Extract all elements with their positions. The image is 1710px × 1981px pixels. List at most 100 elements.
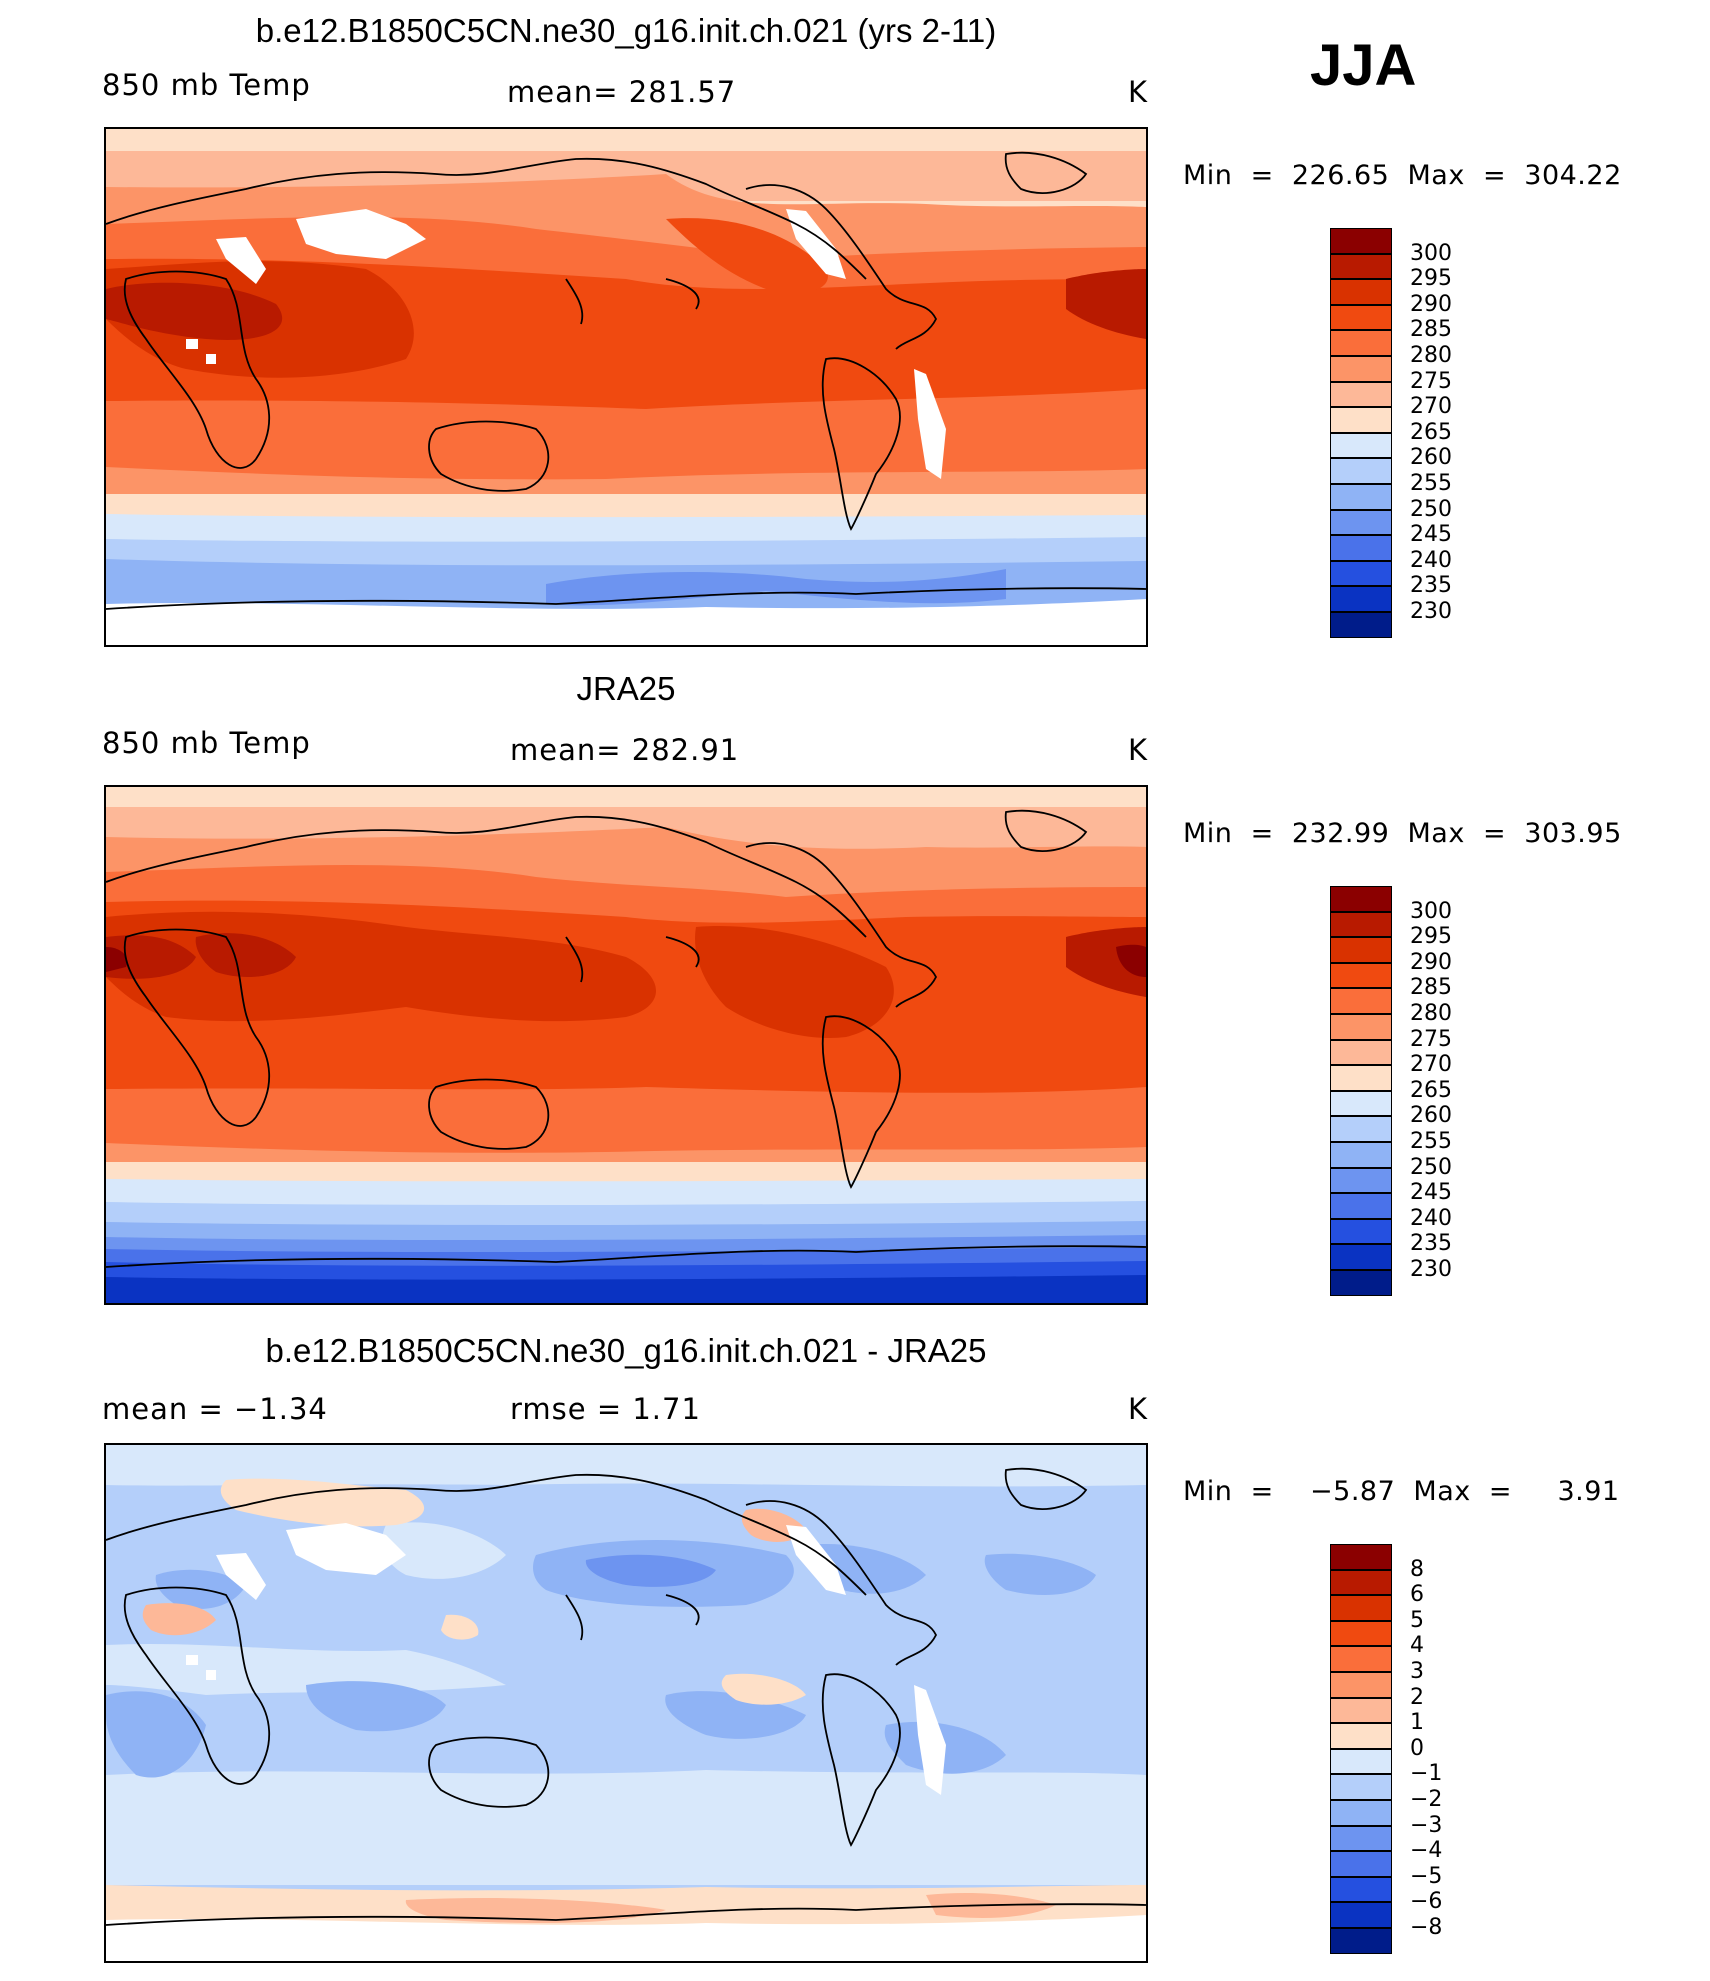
panel-2-colorbar-tick-label: 230 — [1410, 1257, 1452, 1282]
panel-2-variable-label: 850 mb Temp — [102, 726, 311, 760]
panel-3-coastlines — [106, 1467, 1146, 1926]
panel-1-colorbar-tick-label: 290 — [1410, 291, 1452, 317]
panel-2-colorbar-swatch — [1330, 886, 1392, 912]
panel-2-colorbar-tick-label: 300 — [1410, 898, 1452, 924]
panel-2-colorbar-tick-label: 255 — [1410, 1129, 1452, 1154]
panel-3-colorbar-tick-label: −3 — [1410, 1812, 1443, 1838]
panel-2-colorbar-swatch — [1330, 1116, 1392, 1142]
panel-3-missing-data — [186, 1523, 946, 1795]
panel-2-colorbar-swatch — [1330, 1167, 1392, 1194]
panel-1-colorbar-tick-label: 245 — [1410, 522, 1452, 548]
panel-3-colorbar-tick-label: 1 — [1410, 1710, 1424, 1736]
panel-2-colorbar-tick-label: 275 — [1410, 1026, 1452, 1052]
panel-3-colorbar-swatch — [1330, 1748, 1392, 1775]
panel-3-colorbar-swatch — [1330, 1595, 1392, 1621]
panel-3-colorbar-swatch — [1330, 1851, 1392, 1877]
panel-2-colorbar-swatch — [1330, 1090, 1392, 1117]
panel-2-colorbar-swatch — [1330, 962, 1392, 989]
panel-2-colorbar-tick-label: 260 — [1410, 1103, 1452, 1129]
panel-1-colorbar-swatch — [1330, 356, 1392, 382]
panel-2-colorbar-tick-label: 240 — [1410, 1205, 1452, 1231]
panel-1-colorbar-swatch — [1330, 304, 1392, 331]
panel-3-colorbar-swatch — [1330, 1620, 1392, 1647]
panel-1-colorbar-swatch — [1330, 612, 1392, 638]
panel-2-colorbar-swatch — [1330, 1193, 1392, 1219]
panel-3-rmse-label: rmse = 1.71 — [510, 1392, 701, 1426]
panel-3-colorbar-tick-label: 0 — [1410, 1735, 1424, 1761]
panel-2-colorbar-tick-label: 285 — [1410, 975, 1452, 1001]
panel-2-coastlines — [106, 809, 1146, 1268]
panel-1-colorbar-tick-label: 265 — [1410, 419, 1452, 445]
panel-3-colorbar-swatch — [1330, 1723, 1392, 1749]
panel-2-colorbar-swatch — [1330, 1270, 1392, 1296]
panel-3-colorbar-tick-label: 6 — [1410, 1582, 1424, 1608]
panel-2-colorbar-swatch — [1330, 1065, 1392, 1091]
panel-2-mean-label: mean= 282.91 — [510, 733, 740, 767]
panel-3-colorbar-tick-label: 4 — [1410, 1633, 1424, 1659]
panel-2-colorbar-swatch — [1330, 1014, 1392, 1040]
panel-3-colorbar-tick-label: 3 — [1410, 1659, 1424, 1684]
panel-1-colorbar-swatch — [1330, 509, 1392, 536]
panel-1-colorbar-tick-label: 235 — [1410, 573, 1452, 599]
panel-1-colorbar-swatch — [1330, 330, 1392, 356]
panel-3-colorbar-tick-label: −6 — [1410, 1889, 1443, 1915]
panel-1-colorbar-swatch — [1330, 586, 1392, 612]
panel-3-colorbar-tick-label: −5 — [1410, 1863, 1443, 1889]
panel-3-colorbar-tick-label: −2 — [1410, 1787, 1443, 1812]
panel-2-colorbar: 300 295 290 285 280 275 270 265 260 255 250 245 240 2… — [1330, 886, 1452, 1296]
panel-2-colorbar-swatch — [1330, 1142, 1392, 1168]
panel-2-colorbar-swatch — [1330, 1244, 1392, 1270]
panel-1-colorbar-swatch — [1330, 484, 1392, 510]
panel-1-variable-label: 850 mb Temp — [102, 68, 311, 102]
panel-2-min-max: Min = 232.99 Max = 303.95 — [1183, 818, 1622, 849]
panel-1-min-max: Min = 226.65 Max = 304.22 — [1183, 160, 1622, 191]
panel-1-colorbar-swatch — [1330, 253, 1392, 280]
panel-1-colorbar-swatch — [1330, 458, 1392, 484]
panel-2-units: K — [1128, 733, 1149, 767]
panel-3-colorbar-swatch — [1330, 1544, 1392, 1570]
panel-2-colorbar-swatch — [1330, 911, 1392, 938]
panel-3-colorbar-swatch — [1330, 1876, 1392, 1903]
panel-1-colorbar-tick-label: 240 — [1410, 547, 1452, 573]
panel-2-colorbar-swatch — [1330, 988, 1392, 1014]
panel-1-colorbar-tick-label: 270 — [1410, 394, 1452, 420]
panel-3-title: b.e12.B1850C5CN.ne30_g16.init.ch.021 - J… — [265, 1332, 987, 1369]
panel-3-colorbar-swatch — [1330, 1902, 1392, 1928]
panel-3-colorbar-swatch — [1330, 1672, 1392, 1698]
panel-3-colorbar-swatch — [1330, 1825, 1392, 1852]
panel-1-colorbar-swatch — [1330, 535, 1392, 561]
panel-2-colorbar-tick-label: 295 — [1410, 924, 1452, 950]
panel-2-colorbar-tick-label: 265 — [1410, 1077, 1452, 1103]
panel-1-units: K — [1128, 75, 1149, 109]
panel-3-mean-label: mean = −1.34 — [102, 1392, 328, 1426]
panel-1-colorbar-tick-label: 260 — [1410, 445, 1452, 471]
panel-1-colorbar-tick-label: 295 — [1410, 266, 1452, 292]
panel-3-colorbar-tick-label: 2 — [1410, 1684, 1424, 1710]
panel-3-colorbar-swatch — [1330, 1569, 1392, 1596]
season-label: JJA — [1310, 33, 1417, 98]
panel-1-colorbar-tick-label: 255 — [1410, 471, 1452, 496]
panel-2-colorbar-tick-label: 290 — [1410, 949, 1452, 975]
panel-3-colorbar-swatch — [1330, 1697, 1392, 1724]
panel-1-colorbar-swatch — [1330, 279, 1392, 305]
panel-3-colorbar-swatch — [1330, 1928, 1392, 1954]
panel-1-colorbar-tick-label: 300 — [1410, 240, 1452, 266]
panel-1-colorbar: 300 295 290 285 280 275 270 265 260 255 250 245 240 2… — [1330, 228, 1452, 638]
panel-3-colorbar-swatch — [1330, 1774, 1392, 1800]
panel-3-colorbar-tick-label: −8 — [1410, 1915, 1443, 1940]
panel-3-colorbar-tick-label: 5 — [1410, 1607, 1424, 1633]
panel-2-colorbar-tick-label: 245 — [1410, 1180, 1452, 1206]
panel-3-colorbar: 8 6 5 4 3 2 1 0 −1 −2 −3 −4 −5 −6 −8 — [1330, 1544, 1442, 1954]
panel-2-colorbar-swatch — [1330, 1039, 1392, 1066]
panel-1-coastlines — [106, 151, 1146, 610]
panel-1-colorbar-tick-label: 250 — [1410, 496, 1452, 522]
panel-2-colorbar-tick-label: 250 — [1410, 1154, 1452, 1180]
panel-2-map — [104, 785, 1148, 1305]
panel-3-colorbar-tick-label: −1 — [1410, 1761, 1443, 1787]
panel-1-colorbar-tick-label: 275 — [1410, 368, 1452, 394]
panel-2-colorbar-swatch — [1330, 1218, 1392, 1245]
panel-2-colorbar-tick-label: 270 — [1410, 1052, 1452, 1078]
panel-1-colorbar-tick-label: 280 — [1410, 343, 1452, 368]
panel-1-colorbar-swatch — [1330, 228, 1392, 254]
panel-3-map — [104, 1443, 1148, 1963]
